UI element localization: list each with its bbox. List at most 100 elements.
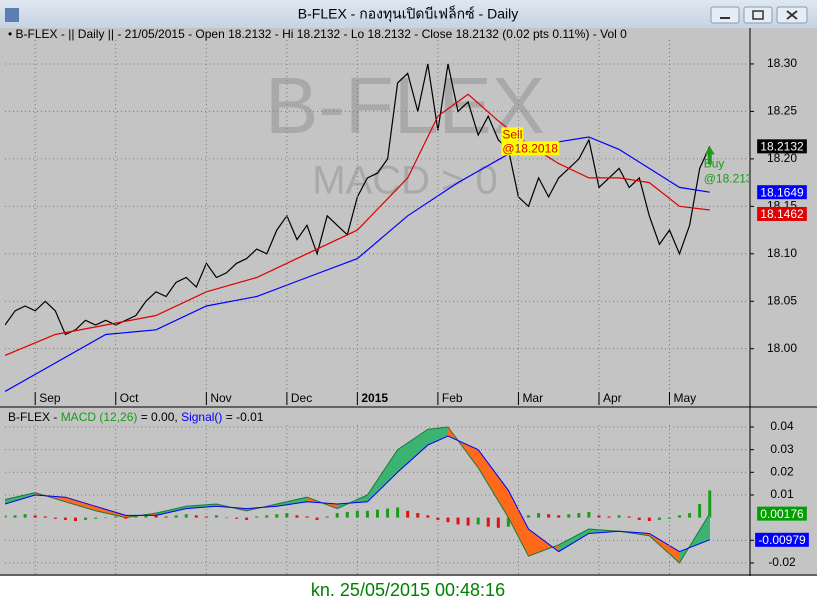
histogram-bar (84, 517, 88, 520)
histogram-bar (426, 515, 430, 518)
histogram-bar (235, 517, 239, 519)
y-tick-label: 18.30 (767, 56, 797, 70)
y-tick-label: 18.00 (767, 341, 797, 355)
histogram-bar (224, 517, 228, 519)
moving-average-line (5, 136, 710, 393)
histogram-bar (547, 514, 551, 518)
macd-line (5, 426, 711, 564)
histogram-bar (315, 517, 319, 520)
last-value-label: 18.1462 (760, 207, 804, 221)
annotation-value: @18.2132 (704, 172, 760, 186)
histogram-bar (617, 515, 621, 518)
histogram-bar (376, 509, 379, 518)
y-tick-label: 0.02 (770, 464, 794, 478)
histogram-bar (23, 514, 27, 518)
macd-title-part: = 0.00, (137, 410, 181, 424)
histogram-bar (13, 515, 17, 518)
histogram-bar (527, 515, 531, 518)
last-value-label: -0.00979 (758, 533, 806, 547)
macd-title-part: B-FLEX - (8, 410, 61, 424)
histogram-bar (688, 513, 692, 518)
annotation-label: Sell (502, 127, 522, 141)
signal-line (5, 435, 710, 553)
y-tick-label: 18.10 (767, 246, 797, 260)
histogram-bar (194, 515, 198, 518)
histogram-bar (355, 510, 359, 518)
restore-button[interactable] (743, 6, 773, 24)
minimize-button[interactable] (710, 6, 740, 24)
y-tick-label: 0.04 (770, 419, 794, 433)
x-tick-label: Sep (39, 391, 61, 405)
histogram-bar (33, 515, 37, 518)
last-value-box (755, 532, 809, 547)
histogram-bar (154, 515, 158, 518)
histogram-bar (607, 516, 611, 518)
histogram-bar (335, 513, 339, 518)
annotation-bg (501, 141, 560, 156)
chart-area (0, 28, 817, 576)
histogram-bar (456, 517, 460, 525)
histogram-bar (104, 517, 108, 519)
restore-icon (752, 10, 764, 20)
histogram-bar (667, 517, 671, 519)
macd-title-part: MACD (12,26) (61, 410, 138, 424)
x-tick-label: May (673, 391, 696, 405)
x-tick-label: 2015 (361, 391, 388, 405)
y-tick-label: 18.20 (767, 151, 797, 165)
histogram-bar (365, 510, 369, 518)
histogram-bar (567, 514, 571, 518)
histogram-bar (164, 516, 168, 518)
histogram-bar (5, 515, 7, 518)
histogram-bar (446, 517, 450, 523)
histogram-bar (637, 517, 641, 520)
histogram-bar (496, 517, 500, 528)
histogram-bar (406, 510, 410, 518)
histogram-bar (325, 516, 329, 518)
y-tick-label: 18.05 (767, 293, 797, 307)
histogram-bar (53, 517, 57, 519)
x-tick-label: Feb (442, 391, 463, 405)
macd-title: B-FLEX - MACD (12,26) = 0.00, Signal() =… (8, 410, 264, 424)
macd-title-part: Signal() (181, 410, 222, 424)
y-tick-label: 0.03 (770, 442, 794, 456)
last-value-box (757, 139, 807, 154)
histogram-bar (245, 517, 249, 520)
histogram-bar (174, 515, 178, 518)
last-value-box (757, 206, 807, 221)
histogram-bar (466, 517, 470, 526)
histogram-bar (275, 514, 279, 518)
last-value-label: 18.1649 (760, 185, 804, 199)
histogram-bar (94, 517, 98, 519)
y-tick-label: 0.01 (770, 487, 794, 501)
histogram-bar (587, 511, 591, 518)
macd-pane (5, 426, 750, 564)
timestamp: kn. 25/05/2015 00:48:16 (311, 580, 505, 600)
histogram-bar (144, 514, 148, 518)
histogram-bar (557, 515, 561, 518)
close-icon (786, 10, 798, 20)
histogram-bar (63, 517, 67, 520)
histogram-bar (537, 513, 541, 518)
window-buttons[interactable] (710, 6, 808, 24)
histogram-bar (678, 515, 682, 518)
last-value-box (757, 506, 807, 521)
histogram-bar (184, 514, 188, 518)
histogram-bar (416, 513, 420, 518)
histogram-bar (396, 507, 400, 518)
chart-header: • B-FLEX - || Daily || - 21/05/2015 - Op… (8, 27, 627, 41)
histogram-bar (265, 515, 269, 518)
histogram-bar (214, 515, 218, 518)
x-tick-label: Apr (603, 391, 622, 405)
histogram-bar (255, 516, 259, 518)
histogram-bar (577, 513, 581, 518)
histogram-bar (657, 517, 661, 520)
x-tick-label: Oct (120, 391, 139, 405)
annotation-bg (501, 127, 524, 142)
last-value-label: 18.2132 (760, 140, 804, 154)
histogram-bar (305, 516, 309, 518)
annotation-label: Buy (704, 157, 725, 171)
window-title: B-FLEX - กองทุนเปิดบีเฟล็กซ์ - Daily (298, 5, 518, 23)
histogram-bar (73, 517, 77, 522)
last-value-label: 0.00176 (760, 507, 804, 521)
